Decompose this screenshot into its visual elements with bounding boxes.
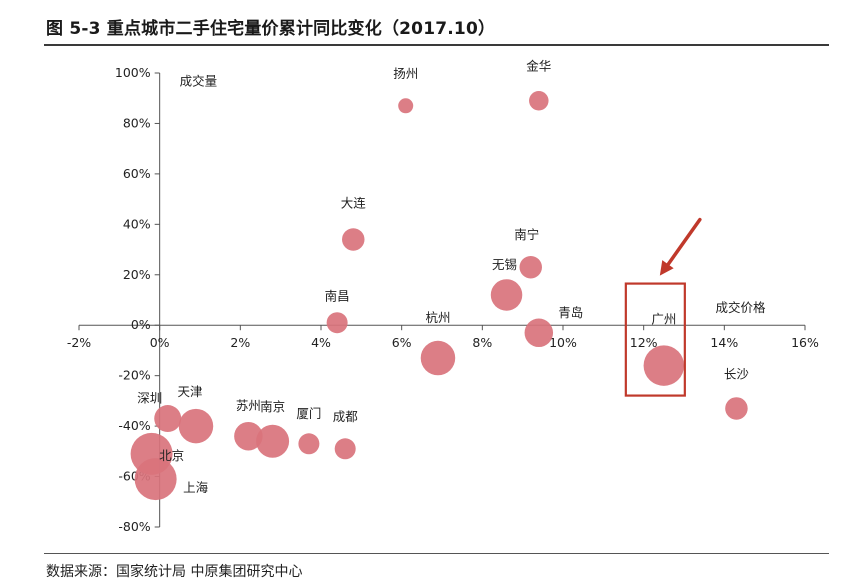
y-tick-label: 60% bbox=[123, 166, 151, 181]
bubble-label: 深圳 bbox=[137, 391, 162, 406]
bubble-label: 南昌 bbox=[325, 289, 350, 304]
bubble-杭州 bbox=[420, 340, 456, 376]
bubble-label: 金华 bbox=[526, 59, 551, 74]
chart-bubbles bbox=[130, 90, 748, 501]
highlight-arrow-head bbox=[659, 260, 674, 276]
bubble-label: 南宁 bbox=[514, 227, 539, 242]
title-rule bbox=[44, 44, 829, 46]
bubble-label: 杭州 bbox=[425, 310, 450, 325]
bubble-广州 bbox=[643, 345, 685, 386]
bubble-厦门 bbox=[298, 433, 320, 455]
x-tick-label: -2% bbox=[67, 335, 91, 350]
highlight-arrow-shaft bbox=[664, 217, 702, 270]
x-tick-label: 8% bbox=[472, 335, 492, 350]
bubble-label: 广州 bbox=[651, 312, 676, 327]
bubble-金华 bbox=[529, 90, 549, 111]
x-tick-label: 2% bbox=[230, 335, 250, 350]
x-tick-label: 16% bbox=[791, 335, 819, 350]
x-axis-title: 成交价格 bbox=[715, 300, 766, 315]
bubble-苏州 bbox=[234, 421, 263, 451]
bubble-label: 南京 bbox=[260, 399, 285, 414]
y-tick-label: 40% bbox=[123, 216, 151, 231]
bubble-label: 厦门 bbox=[296, 406, 321, 421]
x-tick-label: 0% bbox=[150, 335, 170, 350]
bubble-label: 上海 bbox=[183, 480, 209, 495]
bubble-label: 大连 bbox=[341, 195, 367, 210]
footer-rule bbox=[44, 553, 829, 554]
bubble-label: 无锡 bbox=[492, 257, 517, 272]
bubble-长沙 bbox=[725, 397, 748, 420]
bubble-label: 青岛 bbox=[558, 305, 583, 320]
chart-annotations bbox=[624, 217, 702, 397]
x-tick-label: 4% bbox=[311, 335, 331, 350]
bubble-成都 bbox=[334, 438, 356, 460]
bubble-南昌 bbox=[326, 312, 348, 334]
page-title: 图 5-3 重点城市二手住宅量价累计同比变化（2017.10） bbox=[46, 19, 496, 39]
bubble-label: 北京 bbox=[159, 448, 184, 463]
bubble-label: 长沙 bbox=[724, 366, 750, 381]
x-tick-label: 10% bbox=[549, 335, 577, 350]
y-tick-label: 80% bbox=[123, 115, 151, 130]
bubble-天津 bbox=[178, 408, 214, 444]
x-tick-label: 6% bbox=[392, 335, 412, 350]
bubble-深圳 bbox=[154, 405, 182, 433]
bubble-南宁 bbox=[519, 255, 542, 279]
y-tick-label: -40% bbox=[118, 418, 150, 433]
y-tick-label: 100% bbox=[115, 65, 151, 80]
y-tick-label: 0% bbox=[131, 317, 151, 332]
y-tick-label: 20% bbox=[123, 267, 151, 282]
y-tick-label: -80% bbox=[118, 519, 150, 534]
bubble-南京 bbox=[256, 424, 290, 458]
bubble-扬州 bbox=[398, 98, 414, 114]
chart-axes: 100%80%60%40%20%0%-20%-40%-60%-80%-2% 0% 2… bbox=[67, 65, 819, 534]
y-tick-label: -20% bbox=[118, 368, 150, 383]
source-note: 数据来源：国家统计局 中原集团研究中心 bbox=[46, 564, 303, 580]
bubble-上海 bbox=[134, 458, 177, 501]
bubble-无锡 bbox=[490, 279, 523, 311]
bubble-label: 成都 bbox=[333, 409, 359, 424]
x-tick-label: 12% bbox=[630, 335, 658, 350]
y-axis-title: 成交量 bbox=[180, 74, 218, 89]
bubble-大连 bbox=[342, 228, 365, 251]
x-tick-label: 14% bbox=[710, 335, 738, 350]
bubble-青岛 bbox=[524, 318, 554, 348]
bubble-label: 扬州 bbox=[393, 66, 418, 81]
bubble-label: 苏州 bbox=[236, 398, 261, 413]
bubble-label: 天津 bbox=[177, 384, 202, 399]
highlight-box bbox=[624, 282, 686, 397]
